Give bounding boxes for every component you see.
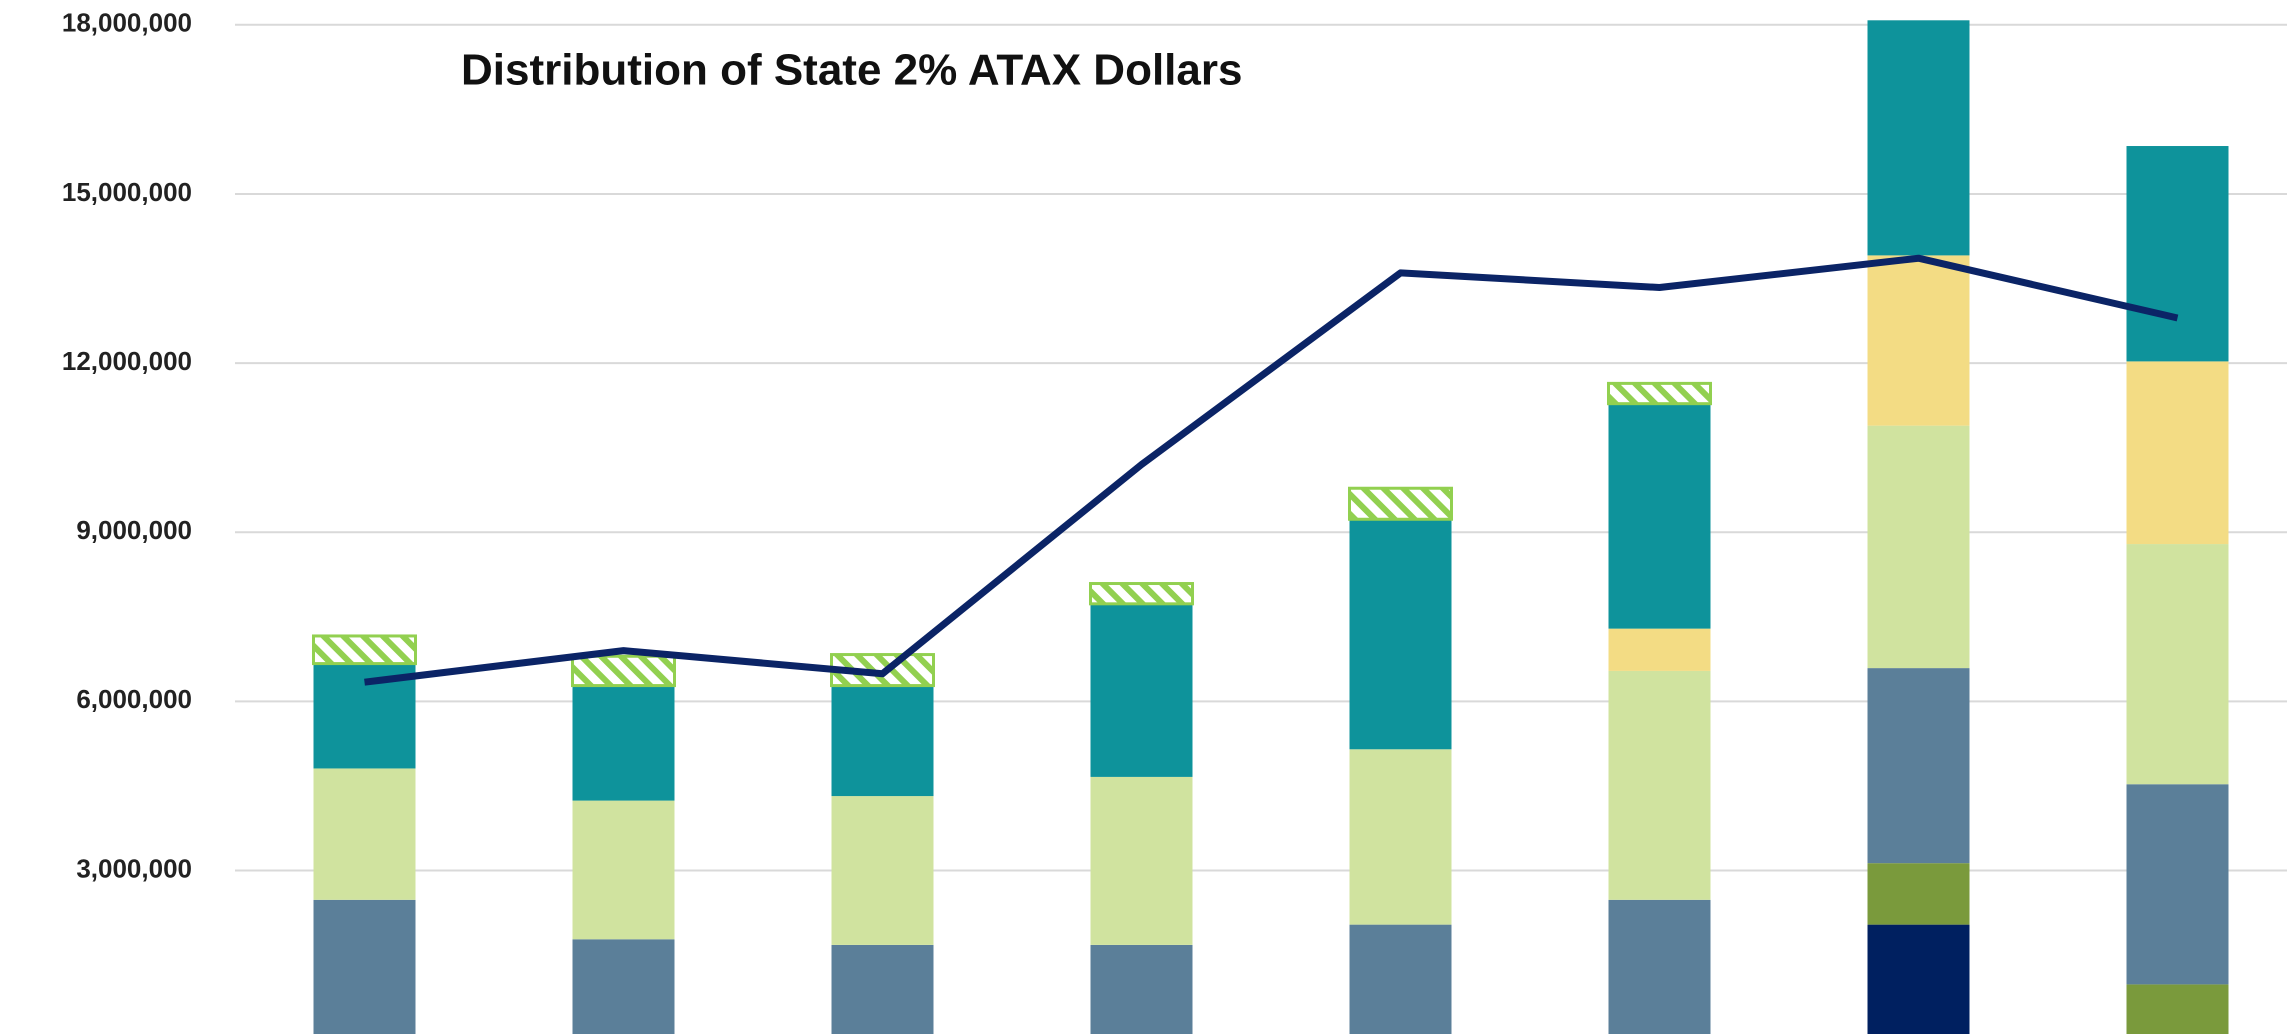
bar-segment — [1607, 381, 1712, 406]
bar-segment — [1867, 924, 1970, 1034]
bar-segment — [312, 634, 417, 666]
bar-segment — [831, 685, 934, 797]
y-tick-label: 6,000,000 — [76, 684, 192, 714]
bar-segment — [313, 768, 416, 900]
bar-segment — [1090, 776, 1193, 945]
y-tick-label: 12,000,000 — [62, 346, 192, 376]
bar-segment — [1349, 924, 1452, 1034]
bar-segment — [1867, 20, 1970, 256]
bar-segment — [1867, 668, 1970, 864]
chart-title: Distribution of State 2% ATAX Dollars — [461, 46, 1242, 95]
bar-segment — [831, 944, 934, 1034]
bar-segment — [1608, 670, 1711, 900]
bar-segment — [1090, 603, 1193, 777]
bar-segment — [1608, 899, 1711, 1034]
bar-segment — [2126, 544, 2229, 785]
bar-segment — [2126, 784, 2229, 985]
bar-segment — [1349, 519, 1452, 750]
bar-segment — [1608, 403, 1711, 629]
line-series — [364, 254, 2179, 686]
y-tick-label: 15,000,000 — [62, 177, 192, 207]
bar-segment — [572, 800, 675, 940]
bar-segment — [2126, 146, 2229, 362]
bar-segment — [1089, 582, 1194, 606]
bar-segment — [572, 685, 675, 801]
y-tick-label: 18,000,000 — [62, 8, 192, 38]
bar-segment — [313, 899, 416, 1034]
bar-segment — [2126, 984, 2229, 1034]
bar-segment — [831, 796, 934, 945]
bar-segment — [830, 653, 935, 688]
bar-segment — [1349, 749, 1452, 925]
bar-segment — [1867, 255, 1970, 426]
y-tick-label: 3,000,000 — [76, 853, 192, 883]
y-tick-label: 9,000,000 — [76, 515, 192, 545]
bar-segment — [571, 654, 676, 688]
bar-segment — [572, 939, 675, 1034]
bar-segment — [1867, 425, 1970, 669]
bar-segment — [1867, 863, 1970, 925]
bar-segment — [1348, 486, 1453, 521]
bar-segment — [1090, 944, 1193, 1034]
bar-segment — [2126, 361, 2229, 545]
bar-segment — [1608, 628, 1711, 671]
